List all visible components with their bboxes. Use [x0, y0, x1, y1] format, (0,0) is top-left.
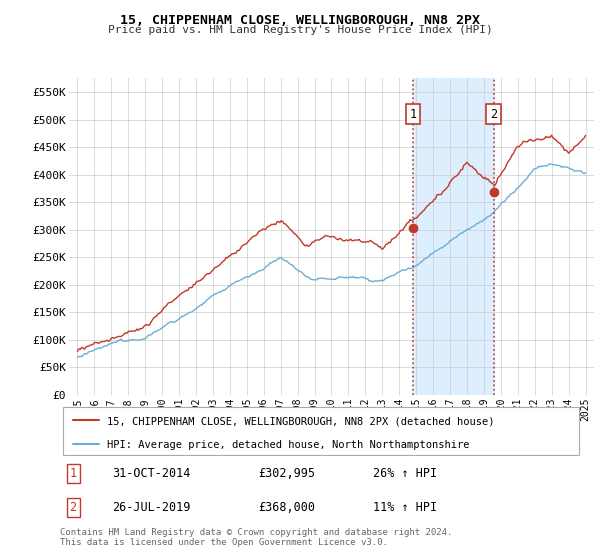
Text: Contains HM Land Registry data © Crown copyright and database right 2024.
This d: Contains HM Land Registry data © Crown c… — [60, 528, 452, 547]
Text: 26-JUL-2019: 26-JUL-2019 — [112, 501, 191, 514]
Text: £368,000: £368,000 — [259, 501, 316, 514]
Text: 2: 2 — [490, 108, 497, 120]
Text: 31-OCT-2014: 31-OCT-2014 — [112, 467, 191, 480]
Text: HPI: Average price, detached house, North Northamptonshire: HPI: Average price, detached house, Nort… — [107, 440, 469, 450]
Text: 26% ↑ HPI: 26% ↑ HPI — [373, 467, 437, 480]
Text: 15, CHIPPENHAM CLOSE, WELLINGBOROUGH, NN8 2PX: 15, CHIPPENHAM CLOSE, WELLINGBOROUGH, NN… — [120, 14, 480, 27]
Bar — [413, 78, 494, 395]
Text: Price paid vs. HM Land Registry's House Price Index (HPI): Price paid vs. HM Land Registry's House … — [107, 25, 493, 35]
Text: £302,995: £302,995 — [259, 467, 316, 480]
Text: 1: 1 — [410, 108, 417, 120]
Text: 15, CHIPPENHAM CLOSE, WELLINGBOROUGH, NN8 2PX (detached house): 15, CHIPPENHAM CLOSE, WELLINGBOROUGH, NN… — [107, 416, 494, 426]
FancyBboxPatch shape — [62, 407, 580, 455]
Text: 1: 1 — [70, 467, 77, 480]
Text: 2: 2 — [70, 501, 77, 514]
Text: 11% ↑ HPI: 11% ↑ HPI — [373, 501, 437, 514]
